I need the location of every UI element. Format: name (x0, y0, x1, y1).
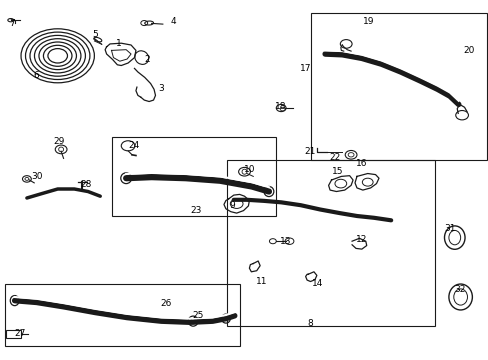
Text: 13: 13 (280, 237, 291, 246)
Text: 20: 20 (463, 46, 474, 55)
Text: 3: 3 (158, 85, 164, 94)
Text: 9: 9 (229, 202, 235, 210)
Text: 18: 18 (275, 103, 286, 112)
Text: 32: 32 (453, 285, 465, 294)
Text: 29: 29 (53, 137, 64, 146)
Text: 14: 14 (311, 279, 323, 288)
Bar (5, 284, 239, 346)
Text: 23: 23 (189, 206, 201, 215)
Bar (310, 13, 486, 160)
Text: 4: 4 (170, 17, 176, 26)
Bar (112, 137, 276, 216)
Text: 26: 26 (160, 299, 172, 307)
Text: 7: 7 (9, 19, 15, 28)
Bar (227, 160, 434, 326)
Text: 1: 1 (116, 40, 122, 49)
Text: 24: 24 (128, 141, 140, 150)
Text: 19: 19 (363, 17, 374, 26)
Text: 5: 5 (92, 30, 98, 39)
Text: 17: 17 (299, 64, 311, 73)
Text: 10: 10 (243, 165, 255, 174)
Text: 11: 11 (255, 277, 267, 286)
Text: 28: 28 (80, 180, 91, 189)
Text: 30: 30 (31, 172, 42, 181)
Text: 21: 21 (304, 148, 316, 157)
Bar (6, 330, 21, 338)
Text: 22: 22 (328, 153, 340, 162)
Text: 15: 15 (331, 166, 343, 176)
Text: 8: 8 (307, 320, 313, 328)
Text: 2: 2 (143, 55, 149, 64)
Text: 25: 25 (192, 310, 203, 320)
Text: 31: 31 (443, 224, 455, 233)
Text: 12: 12 (355, 235, 367, 244)
Text: 27: 27 (15, 328, 26, 338)
Text: 6: 6 (34, 71, 40, 80)
Text: 16: 16 (355, 159, 367, 168)
